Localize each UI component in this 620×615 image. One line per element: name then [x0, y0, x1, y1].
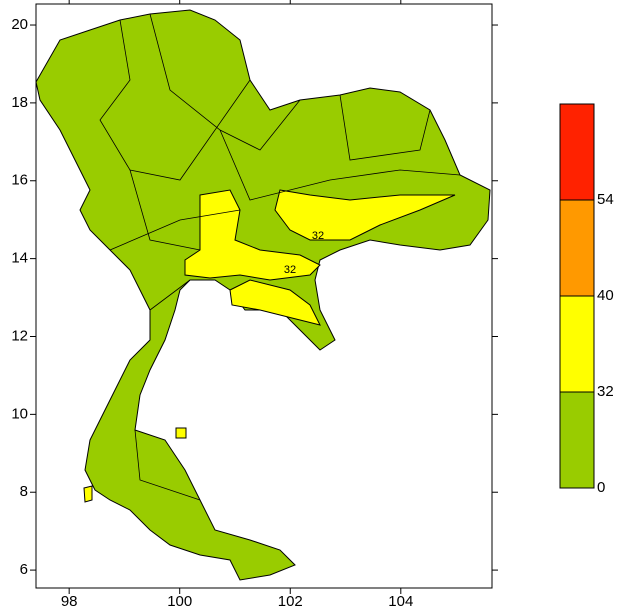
contour-label: 32 [284, 264, 296, 276]
y-tick-label: 8 [20, 483, 28, 500]
y-tick-label: 10 [11, 405, 28, 422]
x-tick-label: 98 [61, 593, 78, 610]
colorbar-label: 32 [597, 383, 614, 400]
contour-region [175, 427, 187, 439]
x-tick-label: 104 [388, 593, 413, 610]
y-tick-label: 6 [20, 561, 28, 578]
contour-region [184, 189, 321, 281]
y-tick-label: 12 [11, 327, 28, 344]
colorbar-segment [559, 295, 595, 393]
colorbar-label: 54 [597, 191, 614, 208]
y-tick-label: 16 [11, 172, 28, 189]
y-tick-label: 14 [11, 250, 28, 267]
province-lines [99, 13, 461, 501]
colorbar-label: 40 [597, 287, 614, 304]
y-tick-label: 20 [11, 16, 28, 33]
colorbar-segment [559, 391, 595, 489]
contour-label: 32 [312, 230, 324, 242]
plot-frame [35, 3, 493, 589]
land [35, 9, 491, 581]
colorbar-label: 0 [597, 479, 605, 496]
contour-region [83, 485, 93, 503]
contour-region [274, 189, 456, 241]
contour-region [229, 279, 321, 326]
y-tick-label: 18 [11, 94, 28, 111]
colorbar-segment [559, 103, 595, 201]
x-tick-label: 102 [278, 593, 303, 610]
x-tick-label: 100 [167, 593, 192, 610]
colorbar-segment [559, 199, 595, 297]
